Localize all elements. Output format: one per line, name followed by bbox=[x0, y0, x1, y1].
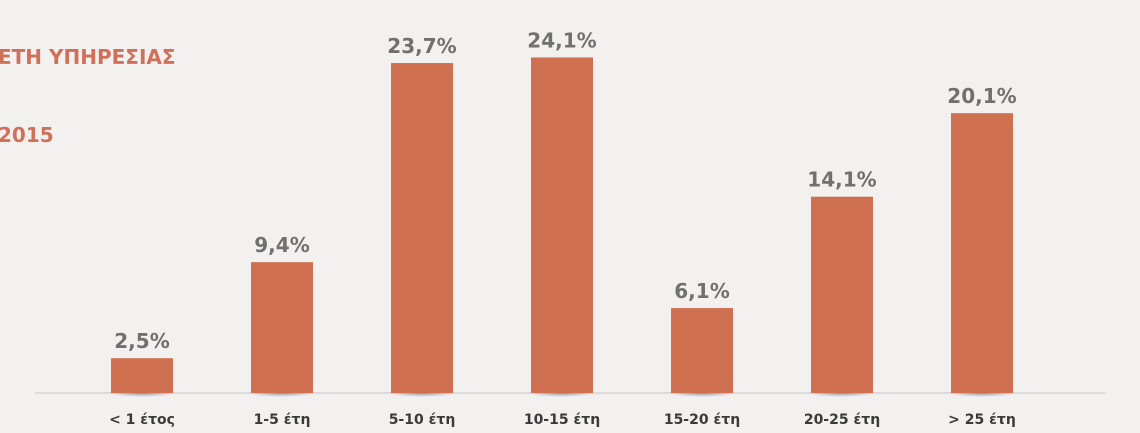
category-tick-label: 10-15 έτη bbox=[524, 412, 600, 428]
chart-title-line-2: 2015 bbox=[0, 123, 54, 147]
bar bbox=[251, 262, 313, 393]
bar-value-label: 6,1% bbox=[674, 279, 729, 303]
bar bbox=[951, 113, 1013, 394]
bar bbox=[391, 63, 453, 394]
chart-title: ΕΤΗ ΥΠΗΡΕΣΙΑΣ 2015 bbox=[0, 0, 176, 174]
category-tick-label: > 25 έτη bbox=[948, 412, 1016, 428]
bar bbox=[671, 308, 733, 393]
bar-value-label: 20,1% bbox=[947, 84, 1016, 108]
bar-value-label: 24,1% bbox=[527, 28, 596, 52]
bars-group bbox=[107, 57, 1017, 397]
category-tick-label: 20-25 έτη bbox=[804, 412, 880, 428]
bar-value-label: 23,7% bbox=[387, 34, 456, 58]
category-tick-label: < 1 έτος bbox=[109, 412, 175, 428]
bar bbox=[811, 196, 873, 393]
bar-value-label: 9,4% bbox=[254, 233, 309, 257]
category-tick-label: 1-5 έτη bbox=[254, 412, 311, 428]
bar-value-label: 14,1% bbox=[807, 168, 876, 192]
labels-group: 2,5% < 1 έτος 9,4% 1-5 έτη 23,7% 5-10 έτη 24,1… bbox=[109, 28, 1017, 428]
bar-value-label: 2,5% bbox=[114, 329, 169, 353]
bar bbox=[531, 57, 593, 393]
bar bbox=[111, 358, 173, 393]
chart-title-line-1: ΕΤΗ ΥΠΗΡΕΣΙΑΣ bbox=[0, 45, 176, 69]
category-tick-label: 15-20 έτη bbox=[664, 412, 740, 428]
category-tick-label: 5-10 έτη bbox=[389, 412, 456, 428]
